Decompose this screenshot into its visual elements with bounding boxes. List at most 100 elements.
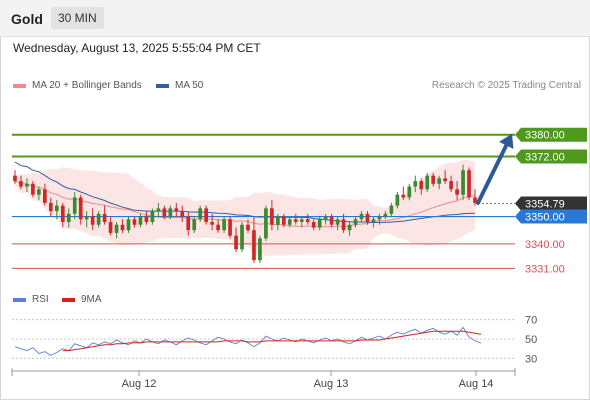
level-tag-bg <box>515 196 587 211</box>
candle-body <box>78 197 83 220</box>
candle-body <box>37 189 41 195</box>
rsi-tick-label: 50 <box>525 334 537 346</box>
candle-body <box>84 216 89 220</box>
candle-body <box>114 224 119 233</box>
level-value: 3354.79 <box>525 198 565 210</box>
candle-body <box>365 213 370 222</box>
candle-body <box>66 213 71 222</box>
candle-body <box>204 208 209 222</box>
candle-body <box>449 181 453 190</box>
level-value: 3380.00 <box>525 130 565 142</box>
candle-body <box>228 219 232 236</box>
candle-body <box>252 230 256 261</box>
candle-body <box>120 224 125 231</box>
candle-body <box>48 202 53 212</box>
rsi-legend-label: RSI <box>32 294 49 305</box>
candle-body <box>210 222 214 225</box>
candle-body <box>347 224 352 231</box>
level-value: 3331.00 <box>525 263 565 275</box>
chart-header: Gold 30 MIN <box>0 0 590 37</box>
candle-body <box>234 235 238 250</box>
candle-body <box>335 219 340 225</box>
candle-body <box>156 208 161 212</box>
x-tick-label: Aug 13 <box>314 378 349 390</box>
candle-body <box>54 205 59 212</box>
rsi-ma9-line <box>62 330 482 352</box>
candle-body <box>258 238 262 261</box>
candle-body <box>389 205 394 214</box>
candle-body <box>383 213 388 217</box>
candle-body <box>323 216 328 220</box>
candle-body <box>144 216 149 222</box>
candle-body <box>473 197 477 203</box>
rsi-tick-label: 30 <box>525 353 537 365</box>
candle-body <box>246 224 250 231</box>
candle-body <box>270 208 274 225</box>
candle-body <box>264 208 268 239</box>
candle-body <box>341 219 346 231</box>
ma20-legend-label: MA 20 + Bollinger Bands <box>32 80 142 91</box>
candle-body <box>281 216 286 225</box>
candle-body <box>353 219 358 225</box>
candle-body <box>222 219 226 231</box>
timeframe-button[interactable]: 30 MIN <box>51 7 104 29</box>
level-value: 3340.00 <box>525 239 565 251</box>
candle-body <box>276 216 280 225</box>
candle-body <box>395 194 400 206</box>
candle-body <box>25 183 29 187</box>
candle-body <box>461 170 465 195</box>
candle-body <box>174 208 179 212</box>
candle-body <box>13 175 17 182</box>
rsi-line <box>14 326 482 356</box>
level-tag-bg <box>515 209 587 224</box>
symbol-title: Gold <box>11 11 43 27</box>
ma20-swatch <box>13 83 26 88</box>
candle-body <box>72 197 77 214</box>
datetime-label: Wednesday, August 13, 2025 5:55:04 PM CE… <box>13 41 261 55</box>
candle-body <box>240 224 244 250</box>
ma9-swatch <box>62 297 75 302</box>
candle-body <box>90 216 95 225</box>
legend-9ma: 9MA <box>62 294 102 305</box>
candle-body <box>443 178 447 182</box>
rsi-swatch <box>13 297 26 302</box>
candle-body <box>299 219 304 222</box>
candle-body <box>359 213 364 220</box>
candle-body <box>455 189 459 195</box>
level-tag-bg <box>515 127 587 142</box>
candle-body <box>19 181 23 187</box>
legend-ma50: MA 50 <box>156 80 203 91</box>
legend-rsi: RSI <box>13 294 49 305</box>
forecast-arrow-shaft <box>476 143 509 205</box>
candle-body <box>401 194 406 198</box>
legend-ma20: MA 20 + Bollinger Bands <box>13 80 142 91</box>
bollinger-band <box>15 159 475 256</box>
level-label-pivot: 3350.00 <box>515 209 587 224</box>
level-label-support: 3340.00 <box>525 239 565 251</box>
candle-body <box>293 219 298 222</box>
ma20-line <box>14 180 476 228</box>
candle-body <box>102 213 107 222</box>
candle-body <box>317 219 322 228</box>
candle-body <box>419 181 424 190</box>
candle-body <box>467 170 471 198</box>
candle-body <box>311 222 316 228</box>
candle-body <box>31 183 35 195</box>
level-label-target: 3380.00 <box>515 127 587 142</box>
level-label-support: 3331.00 <box>525 263 565 275</box>
ma50-legend-label: MA 50 <box>175 80 204 91</box>
ma9-legend-label: 9MA <box>81 294 102 305</box>
candle-body <box>186 216 191 231</box>
level-label-target: 3372.00 <box>515 149 587 164</box>
candle-body <box>43 189 47 203</box>
candle-body <box>377 216 382 220</box>
candle-body <box>108 222 113 233</box>
candle-body <box>126 219 131 231</box>
ma50-line <box>14 161 476 224</box>
candle-body <box>287 219 292 225</box>
candle-body <box>216 224 220 231</box>
candle-body <box>162 208 167 217</box>
ma50-swatch <box>156 83 169 88</box>
candle-body <box>198 208 203 220</box>
